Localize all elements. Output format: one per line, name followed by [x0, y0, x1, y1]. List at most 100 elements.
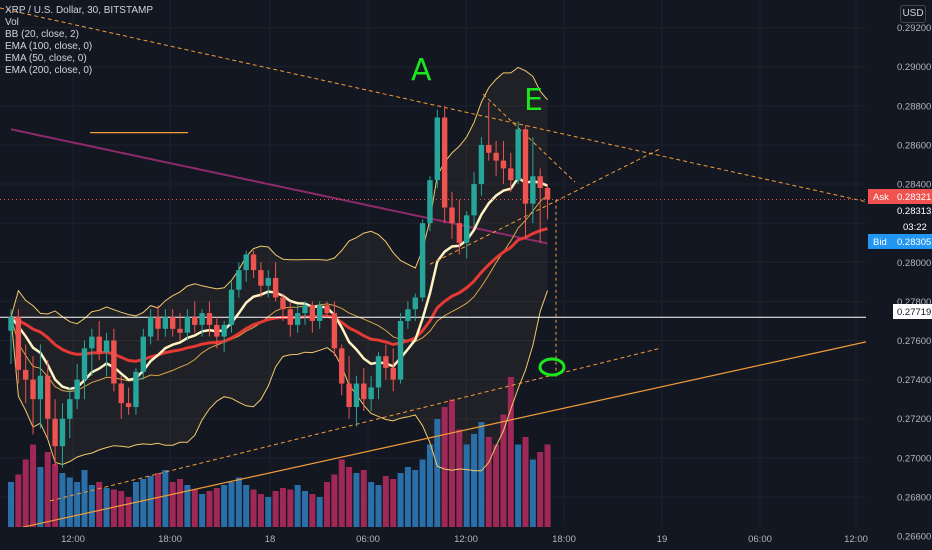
- candle-body: [530, 176, 536, 204]
- candle-body: [272, 277, 279, 298]
- volume-bar: [309, 494, 316, 527]
- volume-bar: [103, 488, 110, 527]
- bollinger-band-fill: [11, 67, 548, 471]
- candle-body: [471, 184, 477, 216]
- volume-bar: [346, 467, 353, 527]
- candle-body: [8, 317, 14, 331]
- candle-body: [45, 375, 51, 419]
- candle-body: [361, 383, 367, 400]
- candle-body: [287, 309, 293, 325]
- candle-body: [30, 379, 36, 400]
- candle-body: [199, 313, 205, 325]
- price-tick-label: 0.29000: [897, 62, 931, 73]
- candle-body: [375, 356, 382, 388]
- countdown-value: 03:22: [903, 222, 927, 233]
- volume-bar: [434, 419, 441, 527]
- candle-body: [412, 297, 418, 310]
- time-tick-label: 12:00: [844, 534, 868, 545]
- volume-bar: [272, 491, 279, 527]
- volume-bar: [544, 444, 551, 527]
- time-tick-label: 18:00: [158, 534, 182, 545]
- volume-bar: [155, 473, 161, 527]
- volume-bar: [485, 437, 492, 527]
- candle-body: [177, 328, 183, 333]
- candle-body: [155, 317, 161, 329]
- volume-bar: [30, 444, 37, 527]
- hline-label-bg: [893, 304, 932, 319]
- price-axis: 0.292000.290000.288000.286000.284000.282…: [866, 0, 932, 550]
- volume-bar: [360, 470, 367, 527]
- candle-body: [74, 379, 80, 400]
- candle-body: [537, 176, 543, 188]
- last-price-value: 0.28313: [897, 206, 931, 217]
- volume-bar: [250, 489, 257, 527]
- candle-body: [302, 305, 308, 314]
- bid-label-bg: [868, 234, 932, 249]
- symbol-title: XRP / U.S. Dollar, 30, BITSTAMP: [5, 5, 154, 16]
- price-tick-label: 0.26600: [897, 532, 931, 543]
- candle-body: [89, 336, 95, 349]
- volume-bar: [206, 491, 213, 527]
- volume-bar: [191, 489, 198, 527]
- volume-bar: [471, 434, 478, 527]
- volume-bar: [74, 482, 81, 527]
- candle-body: [486, 144, 492, 153]
- time-tick-label: 18:00: [552, 534, 576, 545]
- candle-body: [390, 367, 396, 380]
- candle-body: [162, 317, 169, 329]
- volume-bar: [302, 491, 308, 527]
- candle-body: [133, 371, 139, 408]
- price-tick-label: 0.27200: [897, 414, 931, 425]
- bb-band-area: [11, 67, 548, 471]
- candle-body: [427, 180, 433, 224]
- volume-bar: [221, 485, 228, 527]
- price-labels: Ask 0.28321 0.28313 03:22 Bid 0.28305 0.…: [868, 189, 932, 319]
- volume-bar: [331, 474, 338, 527]
- volume-bar: [537, 452, 544, 527]
- countdown-bg: [894, 219, 932, 233]
- candle-body: [214, 324, 220, 337]
- candle-body: [184, 317, 191, 333]
- candle-body: [324, 305, 330, 314]
- annotation-letter-e: E: [524, 83, 543, 118]
- time-tick-label: 06:00: [356, 534, 380, 545]
- candle-body: [52, 418, 58, 447]
- volume-bar: [397, 473, 404, 527]
- volume-bar: [132, 482, 139, 527]
- candle-body: [478, 144, 485, 185]
- candle-body: [111, 340, 117, 384]
- candle-body: [508, 168, 514, 181]
- volume-bar: [404, 467, 411, 527]
- volume-bar: [96, 482, 103, 527]
- currency-button[interactable]: USD: [900, 5, 926, 23]
- volume-bar: [441, 407, 448, 527]
- legend-vol: Vol: [5, 17, 19, 28]
- candle-body: [250, 254, 257, 271]
- volume-bar: [419, 459, 426, 527]
- volume-bar: [243, 485, 250, 527]
- candle-body: [265, 277, 271, 286]
- price-tick-label: 0.27000: [897, 453, 931, 464]
- candle-body: [81, 348, 88, 380]
- volume-bar: [140, 479, 147, 527]
- time-tick-label: 12:00: [454, 534, 478, 545]
- volume-bars: [8, 377, 551, 527]
- volume-bar: [478, 422, 485, 527]
- volume-bar: [382, 476, 389, 527]
- volume-bar: [375, 485, 382, 527]
- price-tick-label: 0.27800: [897, 297, 931, 308]
- trendlines: [0, 7, 891, 533]
- bid-label-text: Bid: [873, 237, 887, 248]
- volume-bar: [412, 470, 419, 527]
- volume-bar: [507, 377, 514, 527]
- ask-label-text: Ask: [873, 192, 889, 203]
- volume-bar: [390, 479, 397, 527]
- candle-body: [206, 313, 213, 325]
- volume-bar: [493, 444, 500, 527]
- time-tick-label: 19: [657, 534, 668, 545]
- volume-bar: [500, 414, 507, 527]
- candle-body: [419, 223, 426, 298]
- bid-price-value: 0.28305: [897, 237, 931, 248]
- volume-bar: [22, 459, 29, 527]
